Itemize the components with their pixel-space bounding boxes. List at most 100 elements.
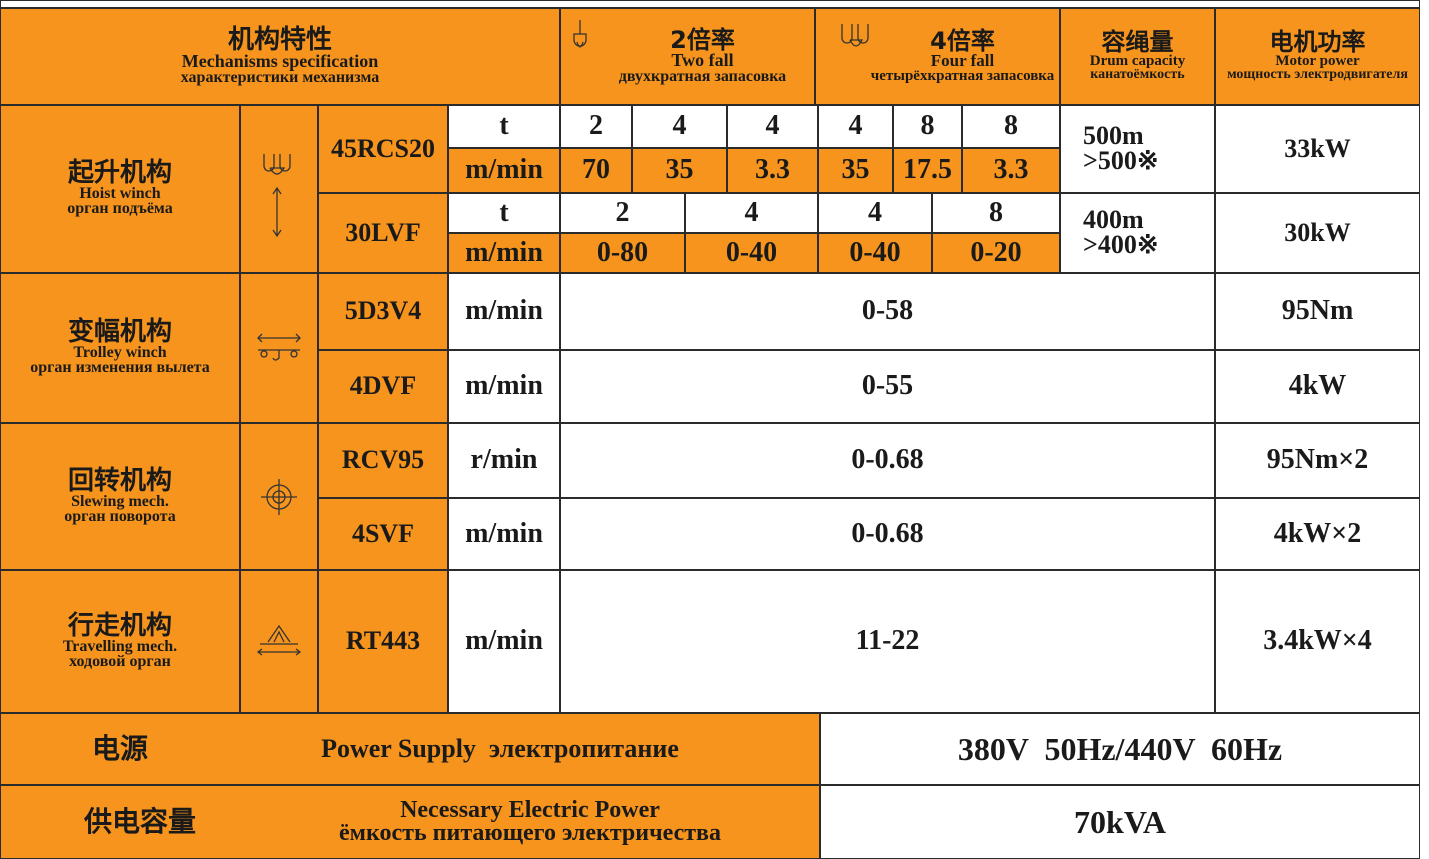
table-cell: 500m >500※ [1060, 105, 1215, 193]
icon [263, 154, 291, 238]
table-cell: 0-55 [560, 350, 1215, 423]
icon [573, 20, 587, 48]
model: 45RCS20 [330, 133, 435, 163]
load: 4 [868, 196, 882, 228]
table-cell: 电源 [40, 713, 200, 785]
table-cell: t [448, 193, 560, 233]
table-cell: 35 [632, 148, 727, 193]
table-cell: 8 [962, 105, 1060, 148]
cell-text: 4倍率 [930, 26, 995, 55]
table-cell [240, 570, 318, 713]
table-cell: 4 [727, 105, 818, 148]
table-cell: 2 [560, 105, 632, 148]
table-cell: m/min [448, 233, 560, 273]
speed: 0-0.68 [851, 517, 924, 549]
motor-power: 4kW [1288, 370, 1347, 402]
mechanism-ru: орган поворота [64, 507, 176, 525]
table-cell: r/min [448, 423, 560, 498]
speed: 70 [582, 154, 610, 186]
footer-label: ёмкость питающего электричества [339, 820, 721, 846]
speed: 17.5 [903, 154, 952, 186]
table-cell: 4DVF [318, 350, 448, 423]
unit: m/min [465, 517, 543, 549]
motor-power: 95Nm×2 [1266, 444, 1369, 476]
icon [261, 478, 297, 515]
table-cell: 4kW×2 [1215, 498, 1420, 570]
load: 4 [744, 196, 759, 228]
cell-text: Two fall [671, 49, 734, 70]
table-cell: 45RCS20 [318, 105, 448, 193]
motor-power: 95Nm [1281, 295, 1354, 327]
table-cell: 30LVF [318, 193, 448, 273]
load: 8 [1004, 110, 1018, 142]
mechanism-cn: 起升机构 [67, 158, 172, 189]
load: 8 [920, 110, 935, 142]
table-cell: 回转机构 Slewing mech. орган поворота [0, 423, 240, 570]
table-cell: 95Nm×2 [1215, 423, 1420, 498]
table-cell: 17.5 [893, 148, 962, 193]
table-cell: 4 [685, 193, 818, 233]
table-cell: 0-58 [560, 273, 1215, 350]
speed: 0-55 [861, 370, 914, 402]
drum-capacity: 400m [1083, 205, 1144, 235]
speed: 3.3 [993, 154, 1029, 186]
table-cell: 400m >400※ [1060, 193, 1215, 273]
table-cell: 5D3V4 [318, 273, 448, 350]
drum-capacity: >400※ [1083, 230, 1159, 259]
table-cell: 11-22 [560, 570, 1215, 713]
table-cell: 33kW [1215, 105, 1420, 193]
table-cell: 0-80 [560, 233, 685, 273]
motor-power: 4kW×2 [1273, 517, 1362, 549]
cell-text: 容绳量 [1101, 28, 1174, 57]
table-cell: 380V 50Hz/440V 60Hz [820, 713, 1420, 785]
cell-text: четырёхкратная запасовка [870, 67, 1055, 84]
drum-capacity: >500※ [1083, 146, 1159, 175]
load: 2 [589, 110, 603, 142]
table-cell: 2 [560, 193, 685, 233]
table-cell: 0-40 [818, 233, 932, 273]
table-cell: 8 [932, 193, 1060, 233]
table-cell: 0-0.68 [560, 423, 1215, 498]
model: RT443 [345, 626, 421, 656]
cell-text: Motor power [1275, 53, 1360, 70]
cell-text: характеристики механизма [180, 68, 380, 86]
table-cell [0, 713, 820, 785]
unit: m/min [465, 154, 543, 186]
cell-text: мощность электродвигателя [1227, 67, 1408, 83]
unit: m/min [465, 295, 543, 327]
unit: t [499, 110, 509, 142]
table-cell: 供电容量 [40, 785, 240, 859]
mechanism-en: Trolley winch [73, 344, 167, 362]
load: 4 [765, 110, 780, 142]
table-cell: 起升机构 Hoist winch орган подъёма [0, 105, 240, 273]
speed: 0-80 [596, 236, 649, 268]
table-cell: 8 [893, 105, 962, 148]
mechanism-en: Travelling mech. [62, 637, 178, 655]
table-cell: 95Nm [1215, 273, 1420, 350]
icon [256, 624, 302, 656]
drum-capacity: 500m [1083, 121, 1144, 151]
unit: m/min [465, 625, 543, 657]
cell-text: Four fall [930, 50, 995, 70]
icon [257, 333, 301, 361]
table-cell: 电机功率 Motor power мощность электродвигателя [1215, 8, 1420, 105]
top-strip [0, 0, 1420, 8]
table-cell: 3.3 [962, 148, 1060, 193]
motor-power: 3.4kW×4 [1263, 625, 1372, 657]
unit: t [499, 196, 509, 228]
motor-power: 33kW [1284, 133, 1351, 163]
speed: 0-40 [849, 236, 901, 268]
load: 2 [615, 196, 630, 228]
model: 4DVF [349, 371, 417, 401]
mechanism-en: Slewing mech. [71, 492, 169, 510]
table-cell: 2倍率 Two fall двухкратная запасовка [560, 8, 815, 105]
unit: r/min [470, 444, 538, 476]
motor-power: 30kW [1284, 217, 1351, 247]
table-cell: 0-0.68 [560, 498, 1215, 570]
unit: m/min [465, 236, 543, 268]
mechanism-cn: 回转机构 [67, 465, 172, 496]
table-cell: 变幅机构 Trolley winch орган изменения вылета [0, 273, 240, 423]
table-cell: t [448, 105, 560, 148]
load: 4 [672, 110, 687, 142]
